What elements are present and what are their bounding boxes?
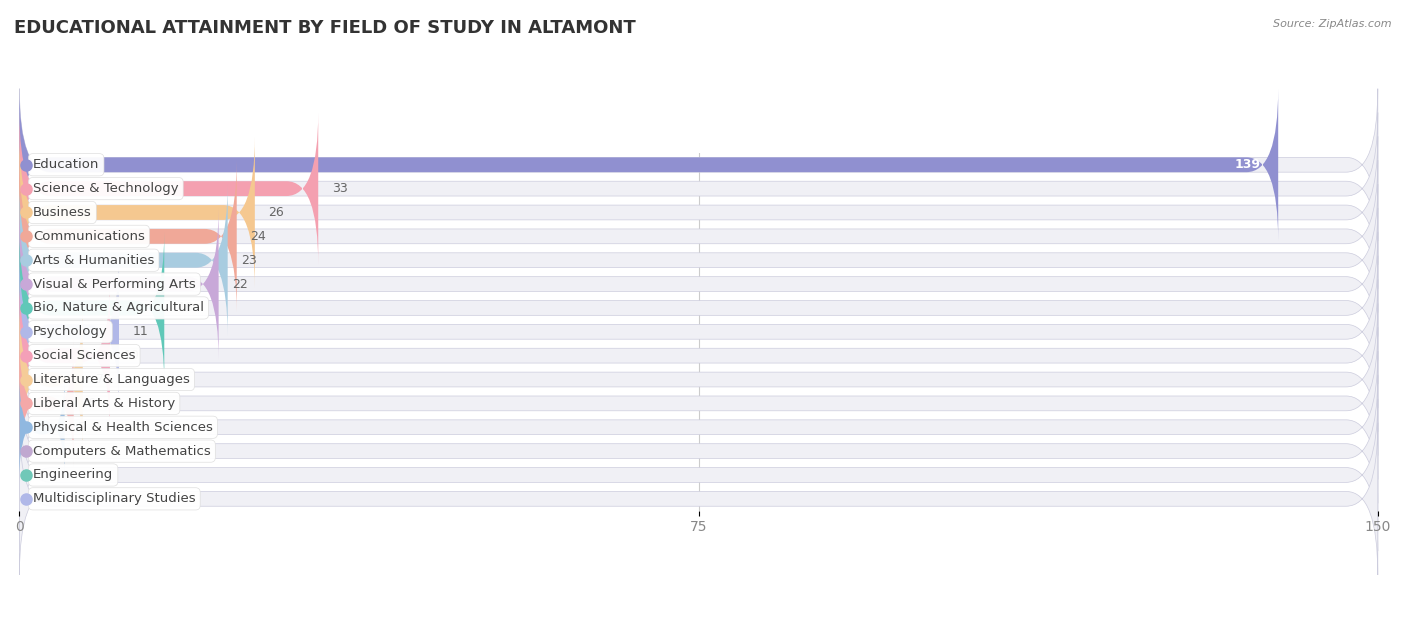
FancyBboxPatch shape [20,339,73,468]
Text: 10: 10 [124,349,139,362]
FancyBboxPatch shape [20,279,1378,432]
Text: Source: ZipAtlas.com: Source: ZipAtlas.com [1274,19,1392,29]
Text: 24: 24 [250,230,266,243]
Text: 139: 139 [1234,158,1260,171]
Text: Visual & Performing Arts: Visual & Performing Arts [32,277,195,291]
Text: 0: 0 [32,468,41,482]
FancyBboxPatch shape [20,161,236,312]
Text: Social Sciences: Social Sciences [32,349,135,362]
Text: Multidisciplinary Studies: Multidisciplinary Studies [32,492,195,506]
Text: 5: 5 [79,421,86,434]
Text: Physical & Health Sciences: Physical & Health Sciences [32,421,212,434]
FancyBboxPatch shape [20,351,1378,503]
Text: Education: Education [32,158,100,171]
FancyBboxPatch shape [20,327,1378,480]
FancyBboxPatch shape [20,208,218,360]
FancyBboxPatch shape [20,375,1378,527]
FancyBboxPatch shape [20,88,1378,241]
FancyBboxPatch shape [20,184,228,336]
FancyBboxPatch shape [20,137,1378,289]
Text: 23: 23 [242,253,257,267]
Text: 0: 0 [32,492,41,506]
FancyBboxPatch shape [20,399,1378,551]
Text: Business: Business [32,206,91,219]
Text: 6: 6 [87,397,96,410]
Text: 7: 7 [97,373,104,386]
FancyBboxPatch shape [20,423,1378,575]
FancyBboxPatch shape [20,208,1378,360]
FancyBboxPatch shape [20,88,1278,241]
FancyBboxPatch shape [20,137,254,289]
FancyBboxPatch shape [20,303,83,456]
FancyBboxPatch shape [20,232,165,384]
FancyBboxPatch shape [20,279,110,432]
Text: 33: 33 [332,182,347,195]
FancyBboxPatch shape [20,375,65,480]
Text: Computers & Mathematics: Computers & Mathematics [32,445,211,458]
Text: 16: 16 [179,301,194,315]
Text: Communications: Communications [32,230,145,243]
FancyBboxPatch shape [20,256,120,408]
Text: Literature & Languages: Literature & Languages [32,373,190,386]
Text: 0: 0 [32,445,41,458]
Text: 26: 26 [269,206,284,219]
FancyBboxPatch shape [20,184,1378,336]
Text: Liberal Arts & History: Liberal Arts & History [32,397,176,410]
FancyBboxPatch shape [20,256,1378,408]
Text: EDUCATIONAL ATTAINMENT BY FIELD OF STUDY IN ALTAMONT: EDUCATIONAL ATTAINMENT BY FIELD OF STUDY… [14,19,636,37]
FancyBboxPatch shape [20,112,318,265]
FancyBboxPatch shape [20,112,1378,265]
FancyBboxPatch shape [20,232,1378,384]
FancyBboxPatch shape [20,303,1378,456]
Text: Engineering: Engineering [32,468,114,482]
Text: Science & Technology: Science & Technology [32,182,179,195]
Text: Psychology: Psychology [32,325,108,338]
FancyBboxPatch shape [20,161,1378,312]
Text: Bio, Nature & Agricultural: Bio, Nature & Agricultural [32,301,204,315]
Text: 11: 11 [132,325,148,338]
Text: Arts & Humanities: Arts & Humanities [32,253,155,267]
Text: 22: 22 [232,277,247,291]
